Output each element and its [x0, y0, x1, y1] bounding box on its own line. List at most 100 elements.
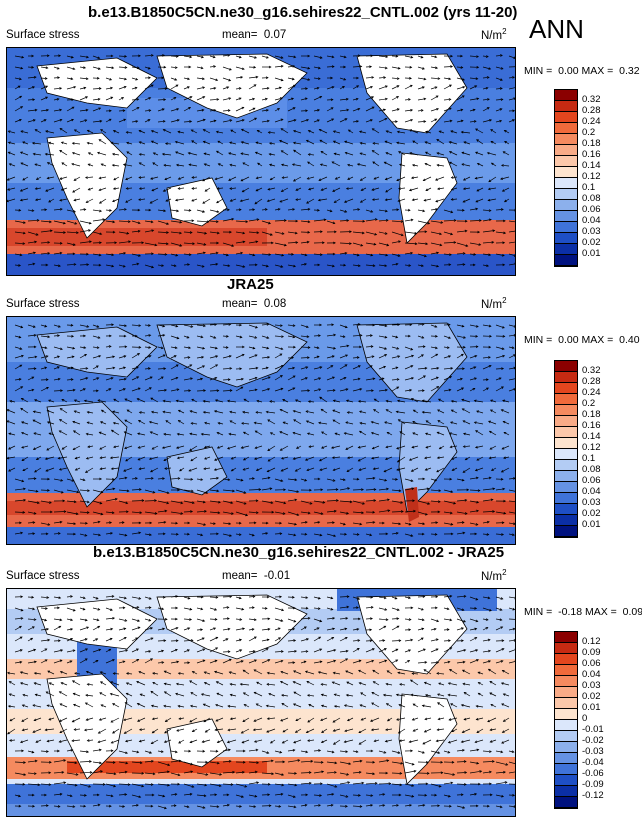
- wind-vector-arrowhead: [348, 762, 352, 766]
- wind-vector-arrowhead: [252, 253, 256, 257]
- wind-vector-arrowhead: [382, 521, 385, 525]
- wind-vector-arrowhead: [412, 432, 416, 435]
- wind-vector-arrow: [373, 409, 380, 414]
- wind-vector-arrowhead: [23, 487, 26, 491]
- wind-vector-arrowhead: [20, 130, 24, 133]
- wind-vector-arrow: [92, 98, 100, 101]
- wind-vector-arrowhead: [175, 253, 179, 257]
- wind-vector-arrow: [84, 400, 94, 403]
- wind-vector-arrow: [105, 220, 115, 223]
- wind-vector-arrow: [321, 728, 328, 733]
- wind-vector-arrow: [131, 220, 141, 224]
- wind-vector-arrowhead: [89, 760, 92, 763]
- wind-vector-arrowhead: [126, 409, 130, 413]
- wind-vector-arrowhead: [357, 54, 361, 58]
- wind-vector-arrowhead: [513, 56, 515, 59]
- wind-vector-arrowhead: [333, 693, 337, 697]
- wind-vector-arrowhead: [255, 188, 259, 192]
- colorbar-segment: [555, 460, 577, 471]
- wind-vector-arrowhead: [358, 794, 361, 797]
- wind-vector-arrowhead: [31, 141, 35, 145]
- wind-vector-arrowhead: [152, 672, 156, 675]
- wind-vector-arrow: [27, 263, 35, 266]
- wind-vector-arrowhead: [451, 457, 454, 460]
- wind-vector-arrow: [139, 187, 146, 190]
- wind-vector-arrowhead: [423, 254, 427, 258]
- wind-vector-arrow: [253, 728, 263, 731]
- wind-vector-arrow: [157, 500, 169, 504]
- wind-vector-arrow: [183, 324, 193, 328]
- wind-vector-arrow: [59, 430, 68, 436]
- wind-vector-arrowhead: [369, 639, 373, 643]
- wind-vector-arrow: [386, 683, 393, 686]
- wind-vector-arrow: [448, 682, 458, 686]
- wind-vector-arrowhead: [137, 619, 140, 622]
- wind-vector-arrowhead: [203, 163, 207, 166]
- wind-vector-arrow: [361, 187, 367, 191]
- wind-vector-arrowhead: [384, 739, 388, 743]
- wind-vector-arrowhead: [47, 251, 51, 255]
- wind-vector-arrow: [33, 432, 42, 436]
- wind-vector-arrowhead: [513, 97, 515, 100]
- wind-vector-arrow: [451, 198, 458, 200]
- colorbar-tick-label: 0.03: [582, 680, 601, 691]
- wind-vector-arrowhead: [215, 251, 219, 255]
- wind-vector-arrowhead: [449, 84, 452, 88]
- wind-vector-arrow: [300, 750, 308, 753]
- wind-vector-arrowhead: [242, 669, 246, 673]
- colorbar-tick-label: 0.06: [582, 658, 601, 669]
- wind-vector-arrowhead: [255, 240, 259, 244]
- wind-vector-arrowhead: [58, 430, 62, 433]
- wind-vector-arrowhead: [253, 669, 257, 672]
- wind-vector-arrow: [487, 152, 497, 156]
- wind-vector-arrow: [326, 607, 333, 611]
- wind-vector-arrow: [423, 176, 432, 181]
- wind-vector-arrow: [21, 456, 29, 461]
- wind-vector-arrow: [72, 421, 81, 425]
- wind-vector-arrow: [66, 242, 76, 246]
- wind-vector-arrowhead: [74, 783, 78, 787]
- wind-vector-arrowhead: [161, 446, 165, 449]
- wind-vector-arrowhead: [464, 498, 468, 502]
- wind-vector-arrowhead: [411, 718, 415, 721]
- wind-vector-arrow: [306, 410, 315, 414]
- wind-vector-arrow: [352, 253, 360, 256]
- wind-vector-arrowhead: [86, 626, 90, 630]
- wind-vector-arrowhead: [450, 522, 454, 526]
- wind-vector-arrowhead: [23, 773, 27, 776]
- wind-vector-arrowhead: [357, 107, 361, 111]
- wind-vector-arrowhead: [279, 448, 283, 451]
- wind-vector-arrow: [404, 242, 417, 245]
- wind-vector-arrowhead: [148, 618, 152, 622]
- wind-vector-arrowhead: [293, 55, 297, 59]
- wind-vector-arrowhead: [57, 805, 61, 808]
- wind-vector-arrowhead: [346, 605, 350, 609]
- colorbar-segment: [555, 112, 577, 123]
- wind-vector-arrow: [482, 365, 492, 370]
- wind-vector-arrowhead: [111, 66, 115, 70]
- wind-vector-arrow: [113, 445, 120, 448]
- wind-vector-arrowhead: [124, 77, 128, 81]
- wind-vector-arrowhead: [319, 648, 323, 652]
- wind-vector-arrowhead: [36, 501, 40, 505]
- wind-vector-arrow: [191, 398, 198, 403]
- wind-vector-arrowhead: [241, 189, 245, 193]
- wind-vector-arrowhead: [449, 421, 453, 424]
- wind-vector-arrowhead: [69, 794, 73, 798]
- wind-vector-arrow: [469, 355, 477, 359]
- wind-vector-arrowhead: [257, 162, 260, 166]
- wind-vector-arrowhead: [501, 533, 505, 536]
- wind-vector-arrow: [157, 805, 167, 809]
- wind-vector-arrowhead: [216, 241, 220, 245]
- wind-vector-arrowhead: [164, 730, 167, 734]
- wind-vector-arrowhead: [270, 241, 274, 245]
- wind-vector-arrowhead: [20, 595, 24, 599]
- wind-vector-arrowhead: [292, 681, 296, 684]
- wind-vector-arrowhead: [75, 773, 79, 776]
- wind-vector-arrow: [88, 152, 94, 156]
- wind-vector-arrow: [409, 129, 419, 134]
- wind-vector-arrowhead: [265, 108, 269, 112]
- wind-vector-arrowhead: [226, 399, 230, 403]
- wind-vector-arrowhead: [33, 75, 37, 79]
- wind-vector-arrowhead: [476, 730, 480, 733]
